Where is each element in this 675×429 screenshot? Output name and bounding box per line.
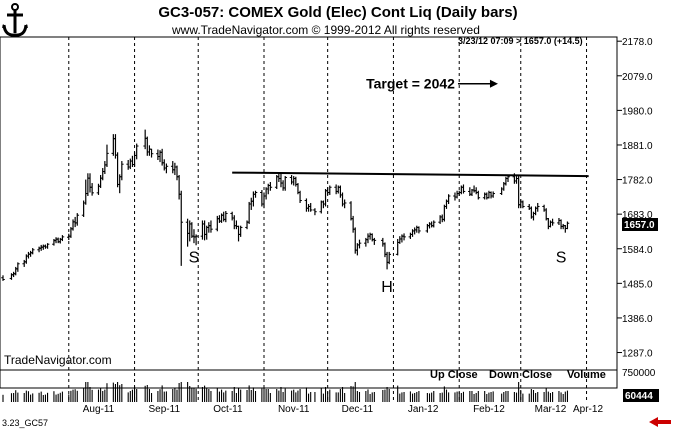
x-tick-label: Mar-12 <box>535 404 567 415</box>
svg-text:60444: 60444 <box>625 391 653 402</box>
x-tick-label: Aug-11 <box>83 404 115 415</box>
y-tick-label: 1287.0 <box>622 349 653 360</box>
legend-volume: Volume <box>567 369 606 381</box>
neckline <box>232 171 589 178</box>
y-tick-label: 1782.0 <box>622 176 653 187</box>
y-tick-label: 1386.0 <box>622 314 653 325</box>
y-tick-label: 2079.0 <box>622 72 653 83</box>
quote-readout: 3/23/12 07:09 > 1657.0 (+14.5) <box>458 36 583 46</box>
target-arrowhead <box>489 79 498 88</box>
x-tick-label: Jan-12 <box>408 404 439 415</box>
pattern-annotations: S H S Target = 2042 <box>189 76 567 296</box>
y-tick-label: 1980.0 <box>622 106 653 117</box>
y-tick-label: 1485.0 <box>622 279 653 290</box>
x-tick-label: Sep-11 <box>149 404 181 415</box>
x-tick-label: Oct-11 <box>213 404 243 415</box>
x-tick-label: Nov-11 <box>278 404 310 415</box>
y-tick-label: 2178.0 <box>622 37 653 48</box>
volume-tag: 60444 <box>623 389 659 402</box>
volume-bars <box>2 382 568 402</box>
price-axis: 2178.0 2079.0 1980.0 1881.0 1782.0 1683.0 1584… <box>617 37 656 379</box>
last-price-tag: 1657.0 <box>622 218 658 231</box>
legend-down-close: Down Close <box>489 369 552 381</box>
pattern-label: S <box>556 249 567 266</box>
plot-frame <box>0 36 618 389</box>
pattern-label: H <box>381 279 393 296</box>
legend-up-close: Up Close <box>430 369 478 381</box>
anchor-logo-icon <box>2 3 28 39</box>
ohlc-bars <box>1 129 570 281</box>
neckline-line <box>232 171 589 178</box>
watermark: TradeNavigator.com <box>4 353 112 367</box>
y-tick-label: 1683.0 <box>622 210 653 221</box>
x-tick-label: Feb-12 <box>473 404 505 415</box>
chart-title: GC3-057: COMEX Gold (Elec) Cont Liq (Dai… <box>158 4 517 21</box>
y-tick-label: 1584.0 <box>622 245 653 256</box>
footer-code: 3.23_GC57 <box>2 418 48 428</box>
red-arrow-icon[interactable] <box>645 416 675 429</box>
svg-text:1657.0: 1657.0 <box>624 220 655 231</box>
copyright-text: www.TradeNavigator.com © 1999-2012 All r… <box>171 23 480 37</box>
x-tick-label: Dec-11 <box>342 404 374 415</box>
x-tick-label: Apr-12 <box>573 404 603 415</box>
target-label: Target = 2042 <box>366 76 455 92</box>
volume-tick-label: 750000 <box>622 368 656 379</box>
time-axis: Aug-11 Sep-11 Oct-11 Nov-11 Dec-11 Jan-12 Feb-… <box>83 404 604 415</box>
grid <box>68 37 588 402</box>
pattern-label: S <box>189 249 200 266</box>
y-tick-label: 1881.0 <box>622 141 653 152</box>
